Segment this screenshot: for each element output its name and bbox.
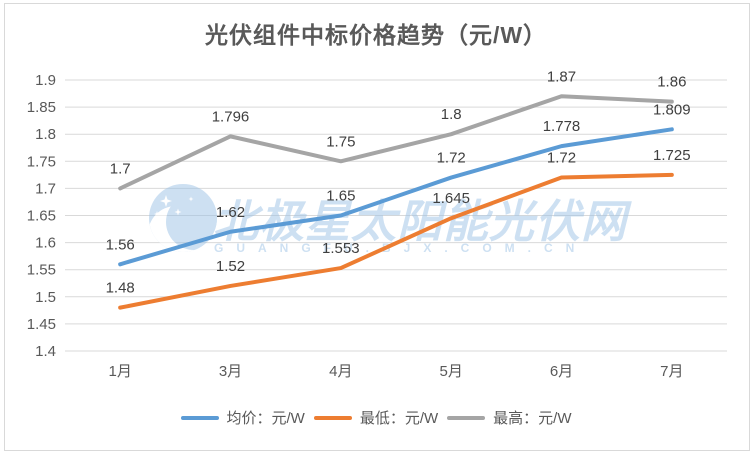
data-label-avg: 1.56 — [106, 236, 135, 253]
legend-swatch-avg — [180, 415, 219, 420]
data-label-max: 1.75 — [326, 133, 355, 150]
legend-label-avg: 均价：元/W — [226, 410, 305, 427]
star-icon — [160, 195, 172, 207]
data-label-min: 1.52 — [216, 258, 245, 275]
y-tick-label: 1.5 — [35, 289, 56, 306]
data-label-min: 1.645 — [432, 190, 470, 207]
y-tick-label: 1.55 — [27, 262, 56, 279]
x-tick-label: 6月 — [550, 363, 573, 380]
y-tick-label: 1.65 — [27, 208, 56, 225]
x-tick-label: 1月 — [108, 363, 131, 380]
chart-legend: 均价：元/W 最低：元/W 最高：元/W — [0, 407, 752, 428]
series-line-avg — [118, 127, 674, 267]
data-label-max: 1.86 — [657, 74, 686, 91]
legend-swatch-max — [447, 415, 486, 420]
data-label-avg: 1.72 — [437, 150, 466, 167]
data-label-avg: 1.65 — [326, 188, 355, 205]
legend-label-max: 最高：元/W — [493, 410, 572, 427]
data-label-min: 1.725 — [653, 147, 691, 164]
y-tick-label: 1.8 — [35, 126, 56, 143]
data-label-max: 1.87 — [547, 68, 576, 85]
data-label-avg: 1.778 — [543, 118, 581, 135]
series-line-max — [118, 94, 674, 191]
x-tick-label: 3月 — [219, 363, 242, 380]
y-tick-label: 1.75 — [27, 153, 56, 170]
data-label-max: 1.8 — [441, 106, 462, 123]
watermark-cn-text: 北极星太阳能光伏网 — [213, 196, 632, 247]
x-tick-label: 5月 — [439, 363, 462, 380]
star-icon — [188, 196, 194, 202]
legend-swatch-min — [313, 415, 352, 420]
x-tick-label: 4月 — [329, 363, 352, 380]
data-label-min: 1.48 — [106, 280, 135, 297]
y-tick-label: 1.6 — [35, 235, 56, 252]
y-tick-label: 1.85 — [27, 99, 56, 116]
data-label-min: 1.553 — [322, 240, 360, 257]
chart-title: 光伏组件中标价格趋势（元/W） — [204, 22, 548, 48]
legend-label-min: 最低：元/W — [359, 410, 439, 427]
star-icon — [174, 208, 182, 216]
data-label-max: 1.7 — [110, 160, 131, 177]
x-tick-label: 7月 — [660, 363, 683, 380]
series-line-min — [118, 172, 674, 310]
data-label-avg: 1.62 — [216, 204, 245, 221]
data-label-avg: 1.809 — [653, 101, 691, 118]
data-label-min: 1.72 — [547, 150, 576, 167]
legend-item-avg: 均价：元/W — [180, 407, 305, 428]
data-label-max: 1.796 — [212, 108, 250, 125]
y-tick-label: 1.7 — [35, 180, 56, 197]
y-tick-label: 1.4 — [35, 343, 56, 360]
star-icon — [154, 211, 160, 217]
watermark-latin-text: GUANGFU.BJX.COM.CN — [214, 241, 587, 255]
y-tick-label: 1.9 — [35, 72, 56, 89]
legend-item-max: 最高：元/W — [447, 407, 571, 428]
legend-item-min: 最低：元/W — [313, 407, 439, 428]
y-tick-label: 1.45 — [27, 316, 56, 333]
